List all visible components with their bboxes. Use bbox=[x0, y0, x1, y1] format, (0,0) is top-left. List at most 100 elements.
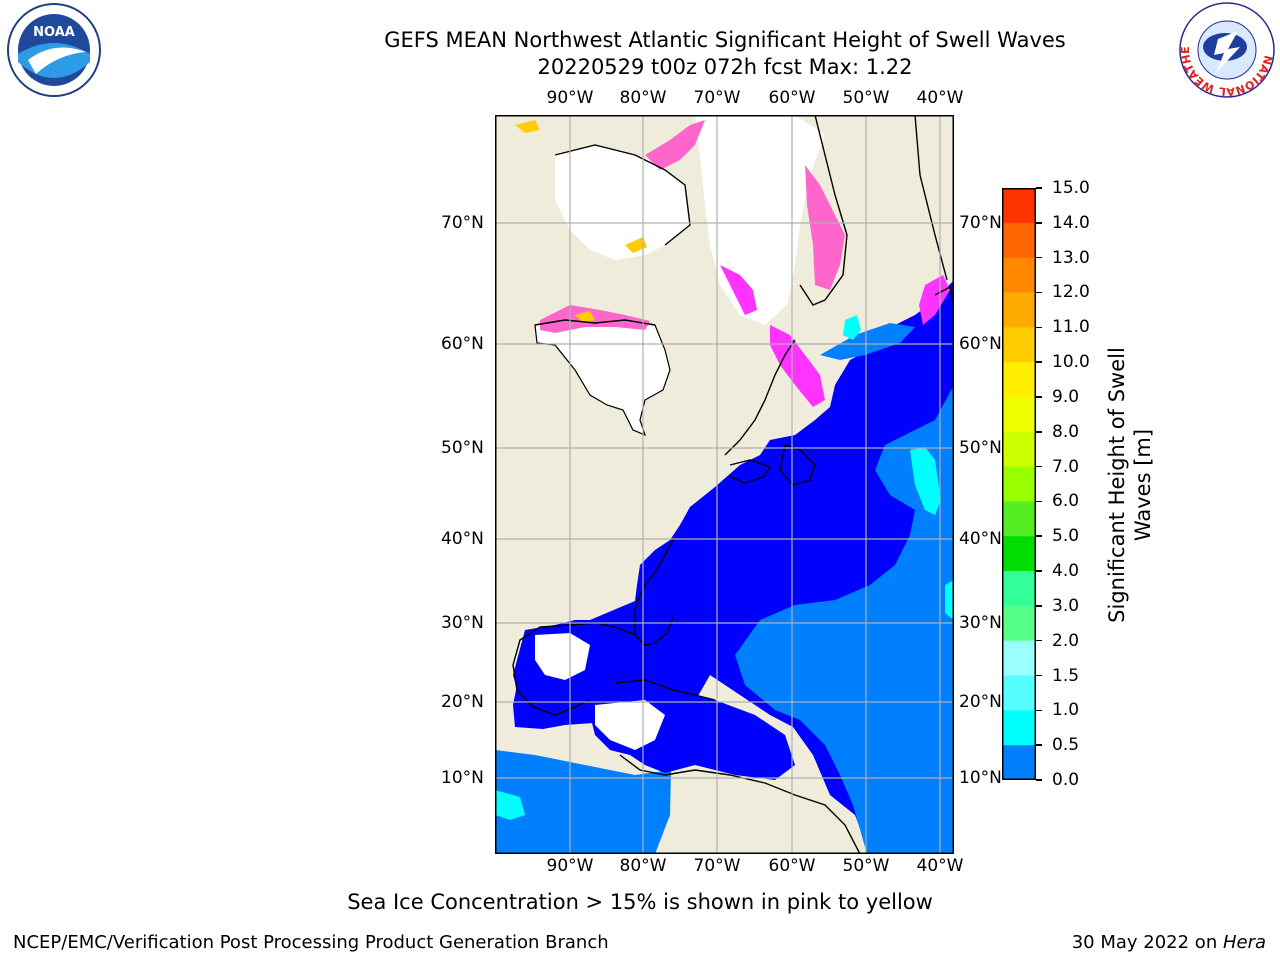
colorbar bbox=[1002, 188, 1036, 780]
colorbar-tick-mark bbox=[1036, 709, 1042, 712]
colorbar-tick-mark bbox=[1036, 605, 1042, 607]
lat-label-left-10n: 10°N bbox=[441, 768, 484, 788]
lon-label-bottom-90w: 90°W bbox=[546, 856, 594, 876]
colorbar-tick-mark bbox=[1036, 187, 1042, 189]
sea-ice-yellow-1 bbox=[575, 311, 595, 323]
sea-ice-layer bbox=[515, 120, 950, 407]
colorbar-band bbox=[1002, 710, 1036, 746]
colorbar-tick-label: 5.0 bbox=[1052, 526, 1080, 547]
lat-label-right-50n: 50°N bbox=[959, 438, 1002, 458]
sea-ice-baffin-west bbox=[720, 265, 757, 315]
colorbar-tick-label: 1.0 bbox=[1052, 700, 1080, 721]
sea-ice-yellow-2 bbox=[515, 120, 540, 133]
coast-south-america bbox=[619, 754, 861, 854]
colorbar-band bbox=[1002, 431, 1036, 468]
colorbar-tick-label: 11.0 bbox=[1052, 317, 1090, 338]
lon-label-top-50w: 50°W bbox=[842, 88, 890, 108]
colorbar-tick-mark bbox=[1036, 570, 1042, 572]
map-frame bbox=[495, 115, 954, 854]
lon-label-top-40w: 40°W bbox=[916, 88, 964, 108]
sea-ice-greenland bbox=[805, 165, 845, 290]
map-title: GEFS MEAN Northwest Atlantic Significant… bbox=[384, 28, 1066, 52]
lon-label-top-60w: 60°W bbox=[768, 88, 816, 108]
colorbar-band bbox=[1002, 466, 1036, 502]
colorbar-band bbox=[1002, 571, 1036, 607]
colorbar-band bbox=[1002, 222, 1036, 259]
lon-label-top-80w: 80°W bbox=[619, 88, 667, 108]
lat-label-left-40n: 40°N bbox=[441, 529, 484, 549]
swell-region-medium-west bbox=[495, 750, 671, 854]
colorbar-tick-label: 15.0 bbox=[1052, 178, 1090, 198]
gulf-white-zone bbox=[535, 633, 590, 680]
colorbar-tick-mark bbox=[1036, 256, 1042, 259]
noaa-logo-text: NOAA bbox=[33, 25, 75, 40]
coast-gulf bbox=[512, 622, 636, 716]
map-panel bbox=[495, 115, 954, 854]
colorbar-tick-mark bbox=[1036, 326, 1042, 329]
coast-east-us bbox=[634, 539, 674, 646]
lon-label-bottom-80w: 80°W bbox=[619, 856, 667, 876]
swell-region-medium-north bbox=[820, 323, 915, 360]
lat-label-right-60n: 60°N bbox=[959, 334, 1002, 354]
lat-label-left-70n: 70°N bbox=[441, 213, 484, 233]
colorbar-title: Significant Height of Swell Waves [m] bbox=[1105, 347, 1155, 623]
colorbar-band bbox=[1002, 396, 1036, 433]
sea-ice-labrador bbox=[770, 325, 825, 407]
sea-ice-baffin-north bbox=[645, 120, 705, 170]
colorbar-band bbox=[1002, 675, 1036, 711]
coast-east-greenland bbox=[914, 115, 948, 281]
colorbar-band bbox=[1002, 327, 1036, 363]
footer-date-text: 30 May 2022 on bbox=[1071, 932, 1223, 953]
coast-greenland bbox=[799, 115, 848, 306]
colorbar-band bbox=[1002, 257, 1036, 293]
lon-label-bottom-60w: 60°W bbox=[768, 856, 816, 876]
colorbar-tick-mark bbox=[1036, 222, 1042, 224]
colorbar-frame bbox=[1002, 188, 1036, 780]
footer-credit: NCEP/EMC/Verification Post Processing Pr… bbox=[13, 932, 609, 953]
sea-ice-hudson bbox=[540, 305, 650, 333]
caribbean-white-zone bbox=[595, 700, 665, 750]
colorbar-tick-mark bbox=[1036, 639, 1042, 642]
noaa-logo: NOAA bbox=[7, 3, 101, 97]
colorbar-band bbox=[1002, 640, 1036, 677]
colorbar-tick-label: 8.0 bbox=[1052, 421, 1080, 442]
lon-label-bottom-50w: 50°W bbox=[842, 856, 890, 876]
arctic-channels bbox=[555, 145, 690, 260]
swell-region-cyan-2 bbox=[843, 315, 861, 340]
lat-label-right-30n: 30°N bbox=[959, 613, 1002, 633]
coastlines bbox=[512, 115, 954, 854]
colorbar-tick-label: 14.0 bbox=[1052, 212, 1090, 233]
coast-newfoundland bbox=[779, 444, 816, 486]
colorbar-tick-label: 0.0 bbox=[1052, 770, 1080, 790]
colorbar-tick-mark bbox=[1036, 535, 1042, 537]
lat-label-left-20n: 20°N bbox=[441, 692, 484, 712]
colorbar-band bbox=[1002, 188, 1036, 224]
colorbar-band bbox=[1002, 536, 1036, 572]
swell-region-cyan bbox=[910, 447, 941, 515]
coast-arctic-islands bbox=[554, 144, 691, 246]
colorbar-tick-mark bbox=[1036, 674, 1042, 677]
colorbar-tick-label: 10.0 bbox=[1052, 352, 1090, 373]
sea-ice-east-greenland bbox=[919, 275, 950, 325]
lat-label-right-70n: 70°N bbox=[959, 213, 1002, 233]
lon-label-top-90w: 90°W bbox=[546, 88, 594, 108]
lon-label-top-70w: 70°W bbox=[693, 88, 741, 108]
colorbar-tick-mark bbox=[1036, 361, 1042, 363]
sea-ice-note: Sea Ice Concentration > 15% is shown in … bbox=[347, 890, 933, 914]
lat-label-left-50n: 50°N bbox=[441, 438, 484, 458]
lat-label-left-60n: 60°N bbox=[441, 334, 484, 354]
colorbar-band bbox=[1002, 362, 1036, 398]
lon-label-bottom-40w: 40°W bbox=[916, 856, 964, 876]
colorbar-tick-label: 7.0 bbox=[1052, 456, 1080, 477]
coast-caribbean-islands bbox=[614, 679, 716, 701]
colorbar-tick-label: 3.0 bbox=[1052, 595, 1080, 616]
map-subtitle: 20220529 t00z 072h fcst Max: 1.22 bbox=[537, 55, 913, 79]
nws-logo: NATIONAL WEATHER SERVICE bbox=[1178, 1, 1275, 98]
colorbar-tick-label: 6.0 bbox=[1052, 491, 1080, 512]
colorbar-tick-mark bbox=[1036, 779, 1042, 781]
colorbar-tick-label: 4.0 bbox=[1052, 561, 1080, 582]
graticule bbox=[495, 115, 954, 854]
colorbar-tick-label: 12.0 bbox=[1052, 282, 1090, 303]
lat-label-right-20n: 20°N bbox=[959, 692, 1002, 712]
colorbar-tick-mark bbox=[1036, 500, 1042, 503]
